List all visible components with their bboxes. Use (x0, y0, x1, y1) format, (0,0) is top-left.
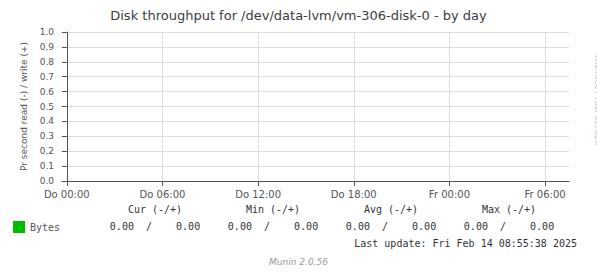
svg-text:Cur (-/+): Cur (-/+) (128, 204, 182, 215)
svg-text:Last update: Fri Feb 14 08:55:: Last update: Fri Feb 14 08:55:38 2025 (354, 238, 577, 249)
svg-text:Munin 2.0.56: Munin 2.0.56 (269, 257, 328, 267)
svg-text:Fr 00:00: Fr 00:00 (429, 189, 470, 200)
svg-text:RRDTOOL / TOBI OETIKER: RRDTOOL / TOBI OETIKER (593, 55, 597, 145)
svg-text:Do 06:00: Do 06:00 (140, 189, 186, 200)
svg-text:0.7: 0.7 (40, 72, 54, 82)
svg-text:0.9: 0.9 (40, 42, 55, 52)
svg-text:Min (-/+): Min (-/+) (246, 204, 300, 215)
svg-text:Do 12:00: Do 12:00 (235, 189, 281, 200)
svg-text:0.3: 0.3 (40, 131, 54, 141)
svg-text:0.0: 0.0 (40, 176, 55, 186)
svg-text:0.1: 0.1 (40, 161, 54, 171)
svg-text:0.2: 0.2 (40, 146, 54, 156)
svg-text:Do 00:00: Do 00:00 (44, 189, 90, 200)
svg-text:Pr second read (-) / write (+): Pr second read (-) / write (+) (19, 42, 29, 171)
svg-text:0.00 / 0.00: 0.00 / 0.00 (228, 221, 318, 232)
svg-text:0.4: 0.4 (40, 116, 55, 126)
svg-text:0.00 / 0.00: 0.00 / 0.00 (464, 221, 554, 232)
svg-text:Disk throughput for /dev/data-: Disk throughput for /dev/data-lvm/vm-306… (110, 8, 487, 23)
svg-text:Do 18:00: Do 18:00 (331, 189, 377, 200)
svg-text:1.0: 1.0 (40, 27, 55, 37)
svg-text:0.8: 0.8 (40, 57, 55, 67)
svg-text:0.00 / 0.00: 0.00 / 0.00 (346, 221, 436, 232)
svg-text:0.6: 0.6 (40, 87, 55, 97)
svg-text:Bytes: Bytes (30, 222, 60, 233)
svg-text:0.5: 0.5 (40, 102, 54, 112)
svg-text:0.00 / 0.00: 0.00 / 0.00 (110, 221, 200, 232)
svg-text:Max (-/+): Max (-/+) (482, 204, 536, 215)
svg-text:Fr 06:00: Fr 06:00 (525, 189, 566, 200)
svg-text:Avg (-/+): Avg (-/+) (364, 204, 418, 215)
